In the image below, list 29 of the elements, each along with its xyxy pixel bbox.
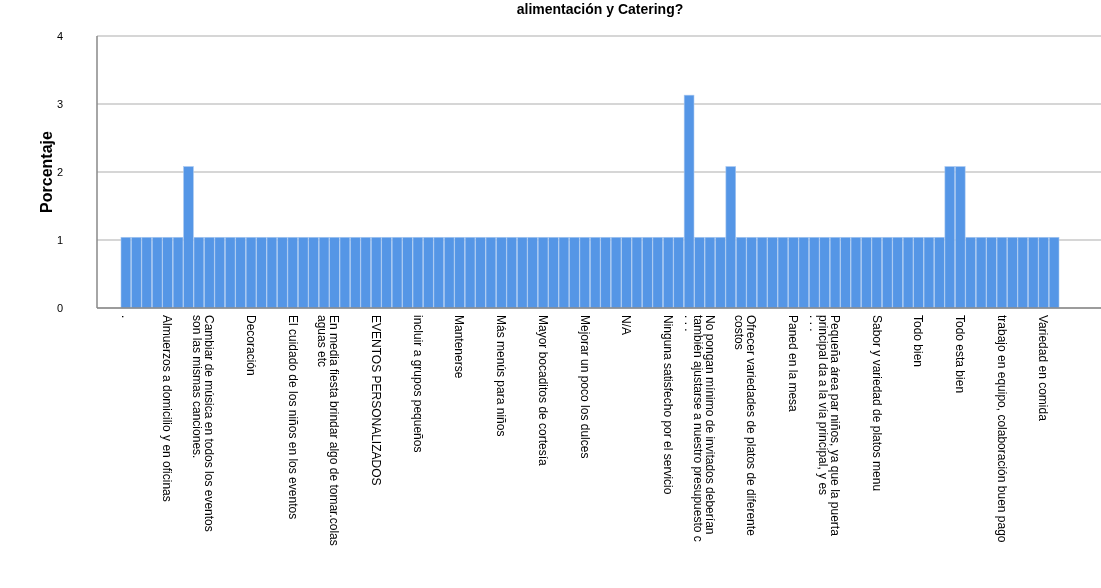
x-tick-label: Decoración (243, 315, 258, 376)
x-tick-label: N/A (619, 315, 634, 336)
x-tick-label: . (118, 315, 133, 319)
x-tick-label: trabajo en equipo, colaboración buen pago (994, 315, 1009, 543)
x-tick-label: En media fiesta brindar algo de tomar.colas aguas etc (315, 315, 342, 546)
x-tick-label: Mantenerse (452, 315, 467, 379)
x-tick-label: Todo bien (911, 315, 926, 368)
x-tick-label: Ninguna satisfecho por el servicio (661, 315, 676, 495)
x-tick-label: incluir a grupos pequeños (410, 315, 425, 453)
chart-title: alimentación y Catering? (516, 1, 684, 17)
x-tick-label: Mejorar un poco los dulces (577, 315, 592, 459)
y-tick-label: 3 (56, 97, 63, 110)
x-tick-label: Mayor bocaditos de cortesía (535, 315, 550, 467)
y-tick-label: 0 (56, 301, 63, 314)
x-tick-label: Todo esta bien (953, 315, 968, 394)
x-tick-label: Más menús para niños (494, 315, 509, 437)
y-tick-label: 1 (56, 233, 63, 246)
y-tick-label: 2 (56, 165, 63, 178)
x-tick-label: Almuerzos a domicilio y en oficinas (160, 315, 175, 502)
x-tick-label: El cuidado de los niños en los eventos (285, 315, 300, 520)
x-tick-label: Variedad en comida (1036, 315, 1051, 422)
x-tick-label: EVENTOS PERSONALIZADOS (369, 315, 383, 486)
x-tick-label: Cambiar de música en todos los eventos son las mismas canciones. (190, 315, 217, 532)
x-tick-label: No pongan mínimo de invitados deberían también ajustarse a nuestro presupuesto c (690, 315, 717, 542)
y-tick-label: 4 (56, 29, 63, 42)
y-axis-title: Porcentaje (38, 130, 55, 213)
x-tick-label: Paned en la mesa (786, 315, 801, 413)
x-tick-label: Ofrecer variedades de platos de diferente costos (732, 315, 759, 537)
x-tick-label: Sabor y variedad de platos menu (869, 315, 884, 492)
